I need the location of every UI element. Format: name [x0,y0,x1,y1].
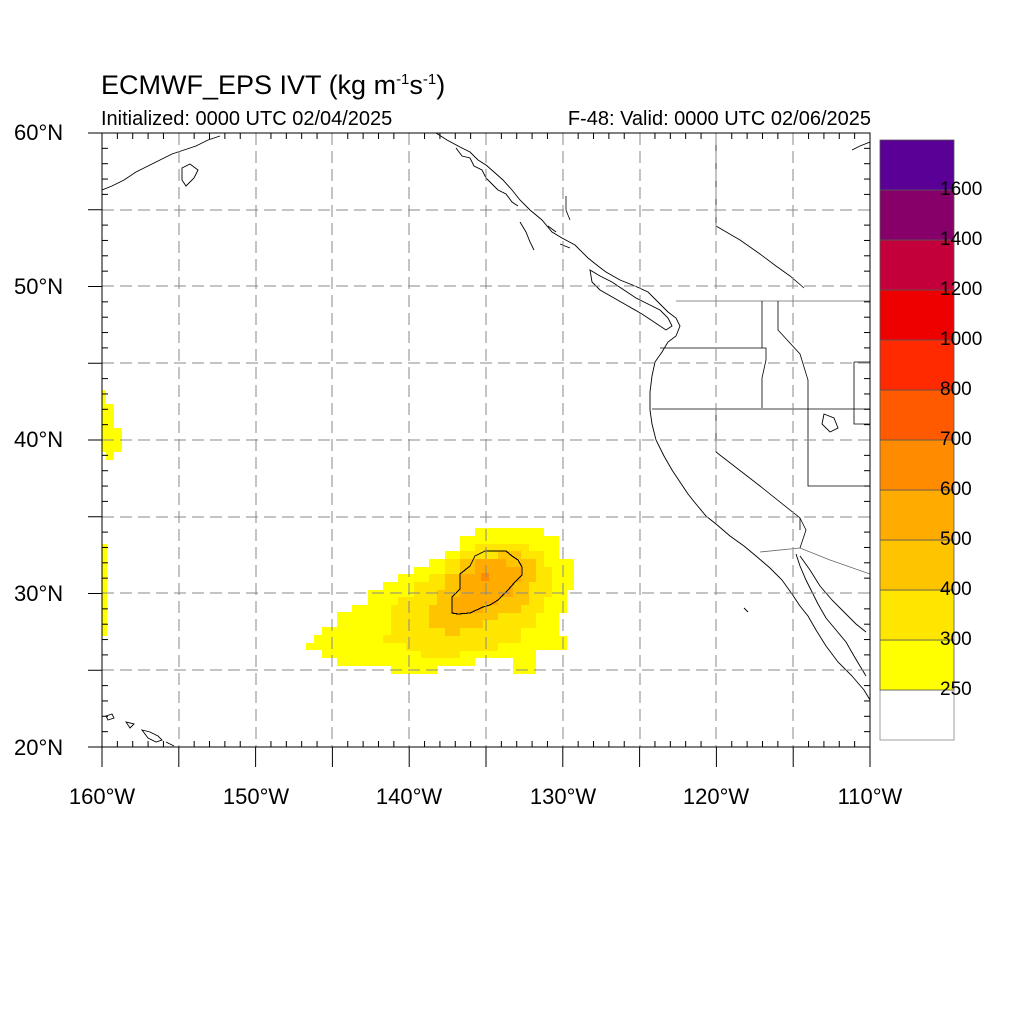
colorbar-box [879,289,955,341]
lat-label-20: 20°N [14,735,64,760]
northeast-coast [851,141,870,151]
colorbar-box [879,139,955,191]
lon-label-160w: 160°W [68,784,136,809]
colorbar-label-600: 600 [940,479,972,500]
hawaii-islands [105,713,175,747]
title-product: ECMWF_EPS IVT [101,70,322,100]
title-units-end: ) [436,70,446,100]
small-islands [743,413,839,613]
colorbar-label-1000: 1000 [940,329,983,350]
vancouver-island [589,269,673,331]
colorbar [879,139,955,741]
title-units: (kg m [328,70,397,100]
ivt-peak-cell [481,573,489,581]
gulf-of-california [799,555,867,633]
lat-label-30: 30°N [14,581,64,606]
lon-label-150w: 150°W [222,784,290,809]
lon-label-120w: 120°W [682,784,750,809]
valid-time: F-48: Valid: 0000 UTC 02/06/2025 [567,108,871,130]
political-borders [565,133,870,575]
lon-label-130w: 130°W [529,784,597,809]
colorbar-box [879,639,955,691]
colorbar-box [879,689,955,741]
colorbar-label-700: 700 [940,429,972,450]
alaska-peninsula [102,135,221,191]
title-units-sup2: -1 [422,71,437,88]
west-coastline [435,133,870,701]
lat-label-50: 50°N [14,274,64,299]
title-units-mid: s [409,70,423,100]
colorbar-label-1200: 1200 [940,279,983,300]
colorbar-box [879,589,955,641]
colorbar-label-800: 800 [940,379,972,400]
axis-ticks [88,132,871,767]
lon-label-140w: 140°W [375,784,443,809]
colorbar-box [879,389,955,441]
baja-coast [795,553,867,677]
geography-lines [102,133,870,747]
ivt-contour-500 [451,550,523,615]
colorbar-label-500: 500 [940,529,972,550]
colorbar-label-250: 250 [940,679,972,700]
colorbar-box [879,539,955,591]
ivt-west-plume-40n [102,390,122,460]
lat-label-60: 60°N [14,120,64,145]
initialized-time: Initialized: 0000 UTC 02/04/2025 [101,108,393,130]
colorbar-label-300: 300 [940,629,972,650]
ivt-shading [102,390,574,674]
graticule [102,133,870,747]
lat-label-40: 40°N [14,427,64,452]
colorbar-label-1400: 1400 [940,229,983,250]
colorbar-label-1600: 1600 [940,179,983,200]
kodiak-island [181,163,199,187]
chart-title: ECMWF_EPS IVT (kg m-1s-1) [101,70,445,101]
alaska-islands [455,147,571,251]
colorbar-label-400: 400 [940,579,972,600]
lon-label-110w: 110°W [837,784,903,809]
ivt-west-plume-30n [102,544,107,636]
title-units-sup1: -1 [396,71,410,88]
